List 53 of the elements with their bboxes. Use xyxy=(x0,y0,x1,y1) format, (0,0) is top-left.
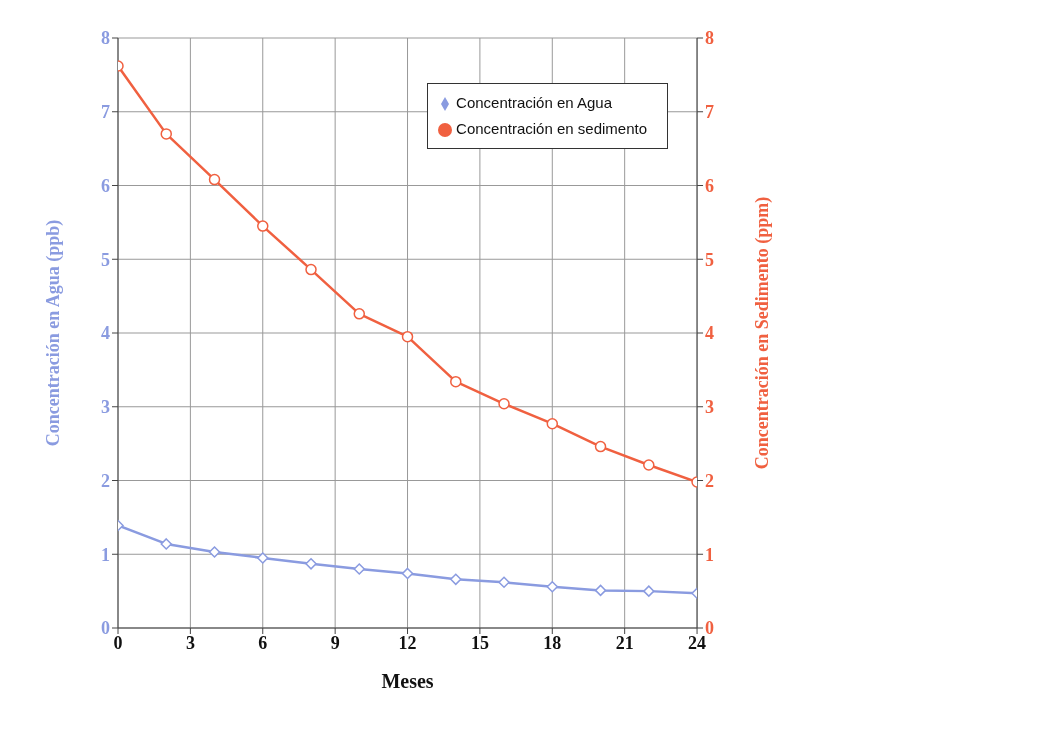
y-axis-title: Concentración en Agua (ppb) xyxy=(43,219,65,447)
y-tick-label: 7 xyxy=(101,102,110,123)
point xyxy=(305,558,317,570)
point xyxy=(546,417,559,430)
x-tick-label: 21 xyxy=(615,632,634,653)
x-tick-label: 3 xyxy=(185,632,195,653)
point xyxy=(208,546,221,558)
y2-axis-title: Concentración en Sedimento (ppm) xyxy=(752,196,774,470)
point xyxy=(160,128,172,140)
point xyxy=(305,263,317,276)
y2-tick-label: 0 xyxy=(705,618,715,639)
y-tick-label: 4 xyxy=(101,323,110,344)
point xyxy=(594,440,607,453)
y2-tick-label: 2 xyxy=(705,470,715,491)
point xyxy=(353,308,366,320)
legend-label: Concentración en Agua xyxy=(456,94,612,111)
point xyxy=(353,563,366,575)
y2-tick-label: 4 xyxy=(705,323,715,344)
point xyxy=(498,398,510,410)
x-axis-title: Meses xyxy=(381,670,434,692)
y2-tick-label: 8 xyxy=(705,28,715,49)
x-tick-label: 24 xyxy=(688,632,707,653)
point xyxy=(401,330,414,343)
x-tick-label: 18 xyxy=(543,632,562,653)
y-tick-label: 1 xyxy=(101,544,110,565)
point xyxy=(643,459,655,471)
y-tick-label: 6 xyxy=(101,175,110,196)
point xyxy=(546,580,559,593)
y2-tick-label: 3 xyxy=(705,397,715,418)
y2-tick-label: 6 xyxy=(705,175,715,196)
x-tick-label: 15 xyxy=(470,632,489,653)
y-tick-label: 5 xyxy=(101,249,110,270)
point xyxy=(450,375,462,388)
x-tick-label: 6 xyxy=(258,632,268,653)
y2-tick-label: 5 xyxy=(705,249,715,270)
point xyxy=(160,538,172,550)
y2-tick-label: 1 xyxy=(705,544,715,565)
legend-label: Concentración en sedimento xyxy=(456,120,647,137)
point xyxy=(594,584,607,597)
y-tick-label: 8 xyxy=(101,28,110,49)
x-tick-label: 12 xyxy=(398,632,417,653)
y-tick-label: 0 xyxy=(101,618,110,639)
point xyxy=(450,573,462,586)
y2-tick-label: 7 xyxy=(705,102,715,123)
point xyxy=(257,220,269,232)
y-tick-label: 2 xyxy=(101,470,110,491)
point xyxy=(498,576,510,589)
point xyxy=(643,585,655,597)
x-tick-label: 9 xyxy=(330,632,340,653)
point xyxy=(208,173,221,186)
point xyxy=(401,567,414,580)
y-tick-label: 3 xyxy=(101,397,110,418)
point xyxy=(257,552,269,564)
